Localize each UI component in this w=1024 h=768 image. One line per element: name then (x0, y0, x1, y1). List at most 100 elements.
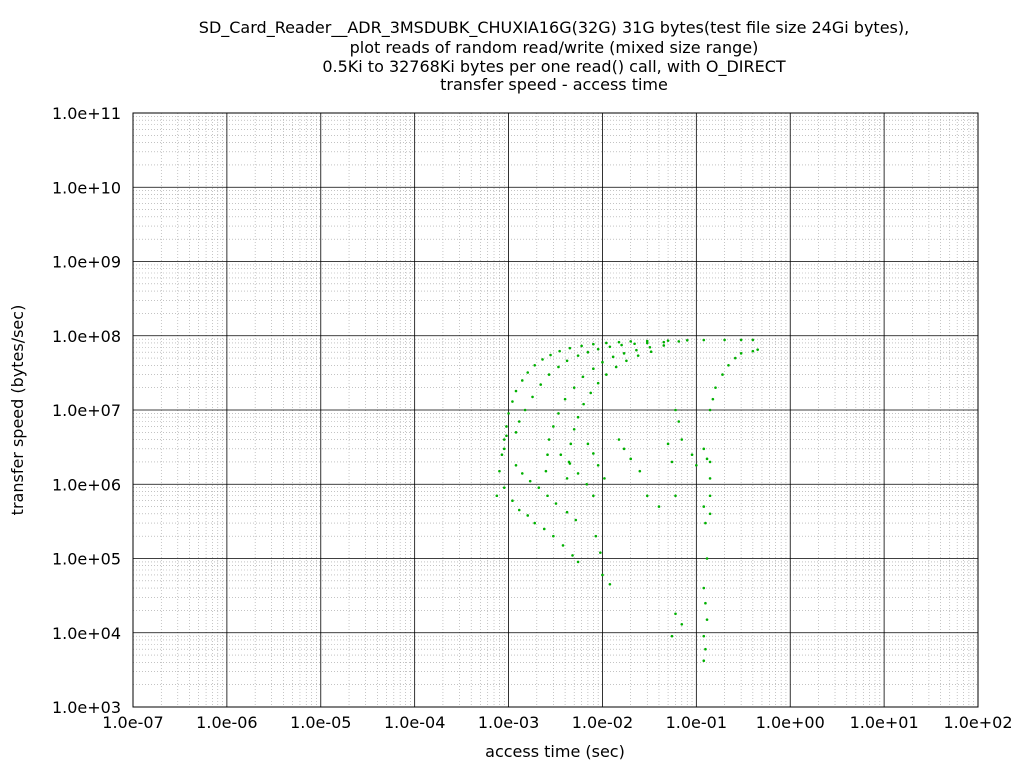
data-point (502, 486, 506, 489)
data-point (568, 346, 572, 350)
y-axis-label: transfer speed (bytes/sec) (8, 305, 27, 516)
data-point (592, 452, 595, 455)
data-point (565, 510, 569, 514)
data-point (514, 431, 518, 434)
data-point (677, 340, 681, 343)
data-point (705, 457, 709, 461)
data-point (670, 634, 674, 638)
data-point (711, 397, 715, 401)
data-point (596, 463, 600, 467)
y-tick-labels: 1.0e+03 1.0e+04 1.0e+05 1.0e+06 1.0e+07 1.0e+… (52, 104, 121, 717)
data-point (594, 534, 598, 538)
data-point (533, 363, 537, 367)
data-point (702, 586, 706, 590)
data-point (505, 425, 508, 428)
data-point (520, 472, 524, 475)
data-point (589, 391, 593, 395)
data-point (617, 340, 621, 344)
data-point (648, 345, 652, 349)
data-point (705, 618, 709, 621)
data-point (662, 344, 666, 347)
data-point (605, 341, 608, 345)
data-point (549, 353, 552, 357)
data-point (723, 338, 726, 342)
data-point (517, 420, 521, 423)
data-point (662, 340, 666, 344)
data-point (514, 463, 518, 467)
data-point (704, 521, 707, 525)
data-point (622, 447, 626, 451)
data-point (498, 469, 501, 473)
data-point (674, 408, 677, 412)
data-point (680, 622, 684, 626)
data-point (704, 647, 707, 651)
data-point (617, 438, 621, 441)
data-point (565, 477, 569, 480)
x-tick-label: 1.0e-03 (478, 713, 539, 732)
data-point (559, 453, 563, 457)
data-point (585, 482, 589, 486)
data-point (500, 453, 504, 457)
title-line-4: transfer speed - access time (440, 75, 668, 94)
data-point (702, 659, 706, 663)
x-tick-label: 1.0e-04 (384, 713, 445, 732)
data-point (495, 494, 499, 498)
data-point (645, 339, 649, 343)
title-line-3: 0.5Ki to 32768Ki bytes per one read() ca… (322, 57, 786, 77)
x-tick-label: 1.0e-01 (666, 713, 727, 732)
data-point (649, 350, 653, 353)
data-point (756, 348, 759, 351)
data-point (695, 463, 698, 467)
major-grid (133, 113, 978, 707)
data-point (714, 386, 717, 389)
y-tick-label: 1.0e+11 (52, 104, 121, 123)
data-point (505, 434, 508, 438)
data-point (702, 505, 706, 508)
data-point (569, 442, 573, 446)
data-point (645, 494, 649, 498)
y-tick-label: 1.0e+05 (52, 550, 121, 569)
data-point (608, 582, 612, 586)
title-line-2: plot reads of random read/write (mixed s… (350, 38, 759, 57)
data-point (702, 338, 706, 342)
data-point (645, 341, 649, 345)
x-tick-labels: 1.0e-07 1.0e-06 1.0e-05 1.0e-04 1.0e-03 1.0e-… (102, 713, 1012, 732)
data-point (592, 367, 595, 370)
data-point (526, 371, 530, 374)
data-point (708, 512, 712, 516)
x-axis-label: access time (sec) (485, 742, 625, 761)
data-point (705, 557, 709, 560)
data-point (677, 420, 681, 423)
data-point (636, 354, 640, 357)
data-point (547, 438, 551, 441)
x-tick-label: 1.0e+01 (850, 713, 919, 732)
data-point (601, 360, 604, 364)
data-point (572, 427, 576, 431)
data-point (528, 479, 532, 483)
data-point (557, 365, 560, 369)
x-tick-label: 1.0e+02 (943, 713, 1012, 732)
data-point (554, 502, 558, 505)
data-point (670, 460, 674, 464)
y-tick-label: 1.0e+03 (52, 698, 121, 717)
data-point (727, 363, 730, 367)
data-point (523, 408, 527, 412)
data-point (702, 447, 706, 451)
chart-title: SD_Card_Reader__ADR_3MSDUBK_CHUXIA16G(32… (199, 18, 909, 94)
x-tick-label: 1.0e+00 (756, 713, 825, 732)
data-point (541, 358, 544, 361)
data-points (495, 338, 759, 663)
data-point (507, 412, 510, 415)
data-point (721, 373, 724, 376)
data-point (620, 343, 623, 347)
data-point (576, 472, 580, 475)
data-point (596, 381, 600, 385)
data-point (702, 634, 706, 638)
data-point (539, 383, 543, 386)
data-point (563, 397, 567, 401)
data-point (511, 499, 514, 503)
data-point (592, 342, 595, 346)
data-point (611, 355, 615, 359)
data-point (733, 356, 737, 360)
